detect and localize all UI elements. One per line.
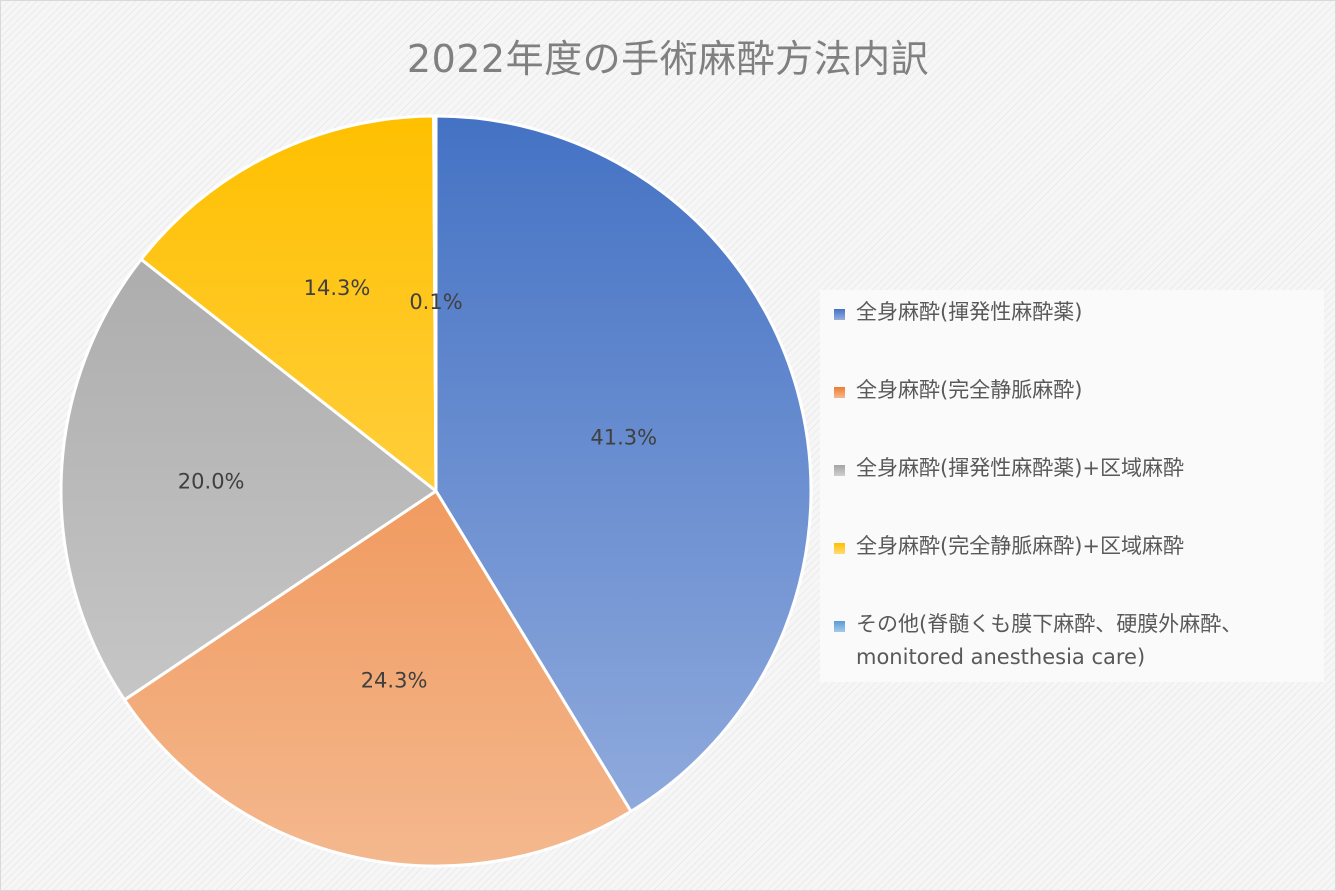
legend-label: 全身麻酔(揮発性麻酔薬) (856, 300, 1083, 324)
data-label: 24.3% (361, 668, 428, 692)
legend-item: 全身麻酔(完全静脈麻酔)+区域麻酔 (834, 530, 1314, 563)
legend-label: 全身麻酔(完全静脈麻酔)+区域麻酔 (856, 534, 1184, 558)
data-label: 14.3% (304, 276, 371, 300)
legend-swatch (834, 387, 845, 398)
legend-item: 全身麻酔(完全静脈麻酔) (834, 374, 1314, 407)
legend-swatch (834, 309, 845, 320)
pie-slice (434, 114, 813, 813)
legend-label: 全身麻酔(完全静脈麻酔) (856, 378, 1083, 402)
data-label: 41.3% (590, 425, 657, 449)
data-label: 20.0% (178, 470, 245, 494)
legend-item: 全身麻酔(揮発性麻酔薬)+区域麻酔 (834, 452, 1314, 485)
legend: 全身麻酔(揮発性麻酔薬) 全身麻酔(完全静脈麻酔) 全身麻酔(揮発性麻酔薬)+区… (820, 290, 1324, 682)
legend-label: 全身麻酔(揮発性麻酔薬)+区域麻酔 (856, 456, 1184, 480)
legend-swatch (834, 621, 845, 632)
pie-slice (123, 489, 633, 868)
legend-item: その他(脊髄くも膜下麻酔、硬膜外麻酔、 monitored anesthesia… (834, 608, 1314, 674)
legend-swatch (834, 465, 845, 476)
legend-label: その他(脊髄くも膜下麻酔、硬膜外麻酔、 (856, 612, 1243, 636)
data-label: 0.1% (409, 290, 462, 314)
legend-label-line2: monitored anesthesia care) (856, 645, 1146, 669)
chart-title: 2022年度の手術麻酔方法内訳 (406, 37, 930, 81)
pie-slice (139, 114, 438, 493)
pie-slice (432, 114, 438, 493)
legend-item: 全身麻酔(揮発性麻酔薬) (834, 296, 1314, 329)
pie-slice (59, 257, 438, 702)
legend-swatch (834, 543, 845, 554)
